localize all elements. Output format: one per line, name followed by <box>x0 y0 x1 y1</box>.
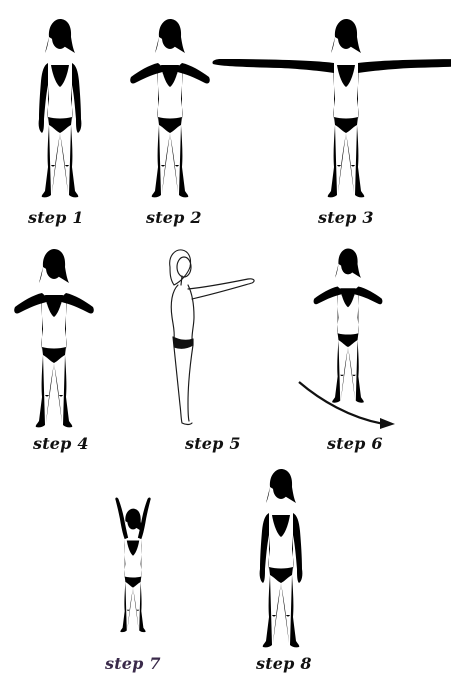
figure-step-2 <box>130 19 210 198</box>
figure-step-4 <box>14 249 94 428</box>
step-6-label: step 6 <box>327 434 383 453</box>
figure-step-7 <box>115 497 151 633</box>
step-7-label: step 7 <box>105 654 161 673</box>
figure-step-5 <box>169 249 255 426</box>
figure-step-6 <box>313 248 383 403</box>
step-3-label: step 3 <box>318 208 374 227</box>
step-2-label: step 2 <box>146 208 202 227</box>
step-1-label: step 1 <box>28 208 84 227</box>
figure-step-3 <box>212 19 451 198</box>
figure-step-1 <box>38 19 82 198</box>
figure-step-8 <box>259 469 303 648</box>
step-4-label: step 4 <box>33 434 89 453</box>
step-8-label: step 8 <box>256 654 312 673</box>
step-5-label: step 5 <box>185 434 241 453</box>
